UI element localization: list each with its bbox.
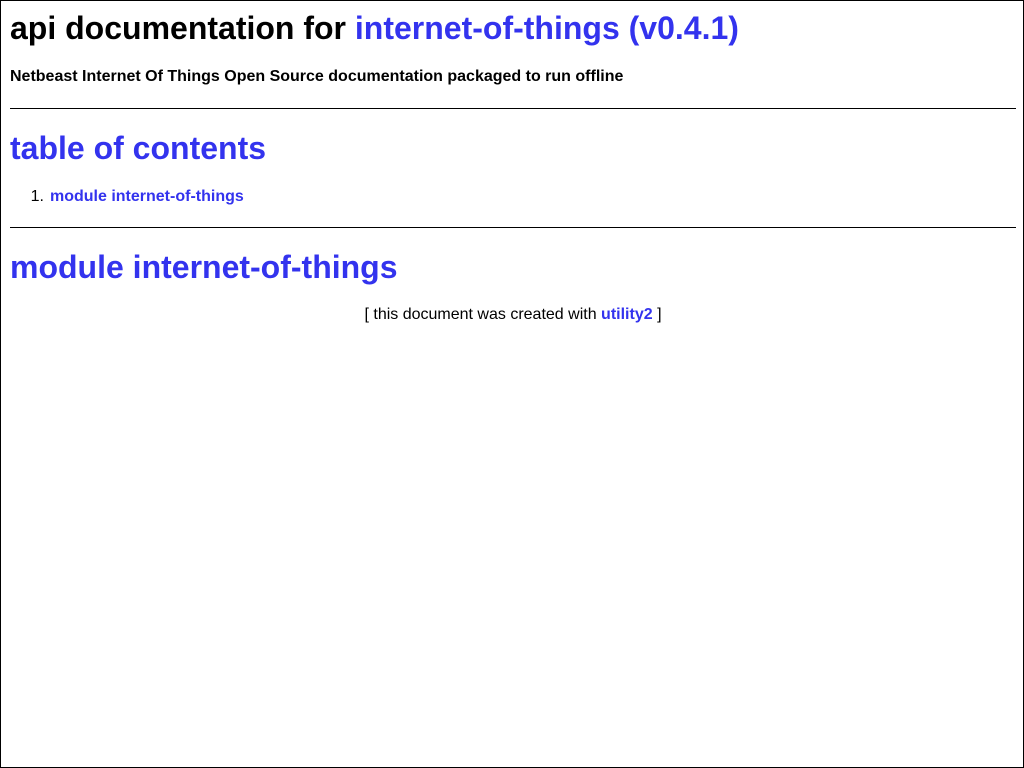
- toc-list: 1. module internet-of-things: [10, 187, 244, 207]
- package-title-link[interactable]: internet-of-things (v0.4.1): [354, 10, 739, 46]
- footer-prefix: [ this document was created with: [364, 306, 597, 323]
- page-title: api documentation for internet-of-things…: [10, 9, 739, 47]
- module-heading: module internet-of-things: [10, 249, 398, 285]
- footer-credit: [ this document was created with utility…: [10, 305, 1016, 325]
- toc-item-number: 1.: [30, 188, 44, 205]
- divider-top: [10, 108, 1016, 109]
- toc-heading: table of contents: [10, 130, 267, 166]
- toc-item: 1. module internet-of-things: [10, 187, 244, 207]
- page-title-prefix: api documentation for: [10, 10, 346, 46]
- footer-suffix: ]: [657, 306, 662, 323]
- utility2-link[interactable]: utility2: [601, 306, 653, 323]
- package-description: Netbeast Internet Of Things Open Source …: [10, 68, 624, 85]
- divider-middle: [10, 227, 1016, 228]
- toc-link-module-internet-of-things[interactable]: module internet-of-things: [50, 188, 244, 205]
